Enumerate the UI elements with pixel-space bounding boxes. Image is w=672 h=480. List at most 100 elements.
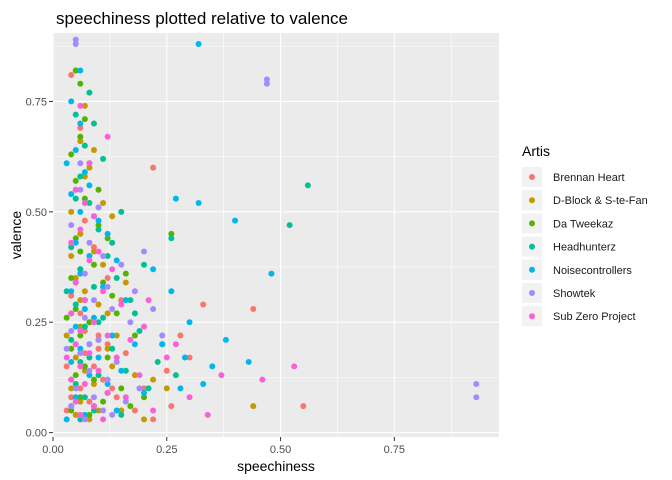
data-point-sub-zero-project [81,297,88,304]
data-point-da-tweekaz [104,235,111,242]
data-point-da-tweekaz [81,363,88,370]
data-point-da-tweekaz [63,314,70,321]
data-point-showtek [127,319,134,326]
data-point-headhunterz [77,266,84,273]
data-point-sub-zero-project [77,328,84,335]
data-point-sub-zero-project [72,341,79,348]
data-point-sub-zero-project [77,411,84,418]
data-point-sub-zero-project [86,160,93,167]
data-point-noisecontrollers [72,323,79,330]
data-point-d-block-s-te-fan [109,213,116,220]
data-point-da-tweekaz [77,332,84,339]
data-point-d-block-s-te-fan [163,385,170,392]
data-point-showtek [95,204,102,211]
data-point-da-tweekaz [72,305,79,312]
data-point-d-block-s-te-fan [72,411,79,418]
data-point-d-block-s-te-fan [104,310,111,317]
data-point-brennan-heart [150,416,157,423]
data-point-d-block-s-te-fan [113,332,120,339]
data-point-da-tweekaz [72,177,79,184]
x-tick-label: 0.25 [156,444,177,456]
legend-label-headhunterz: Headhunterz [553,242,616,254]
data-point-sub-zero-project [68,376,75,383]
data-point-headhunterz [68,244,75,251]
data-point-sub-zero-project [204,411,211,418]
data-point-da-tweekaz [72,235,79,242]
y-axis-title: valence [8,211,24,259]
legend-key-showtek [529,290,535,296]
data-point-noisecontrollers [131,341,138,348]
data-point-brennan-heart [77,124,84,131]
data-point-sub-zero-project [259,376,266,383]
data-point-da-tweekaz [68,151,75,158]
data-point-d-block-s-te-fan [86,164,93,171]
data-point-noisecontrollers [81,305,88,312]
data-point-da-tweekaz [100,398,107,405]
data-point-da-tweekaz [100,279,107,286]
data-point-noisecontrollers [109,332,116,339]
data-point-sub-zero-project [172,341,179,348]
legend-key-d-block-s-te-fan [529,197,535,204]
data-point-sub-zero-project [113,354,120,361]
data-point-noisecontrollers [72,147,79,154]
data-point-brennan-heart [113,394,120,401]
chart-title: speechiness plotted relative to valence [56,9,348,28]
data-point-da-tweekaz [81,195,88,202]
y-tick-label: 0.25 [26,317,47,329]
data-point-showtek [72,41,79,48]
data-point-d-block-s-te-fan [72,275,79,282]
data-point-headhunterz [95,319,102,326]
data-point-noisecontrollers [186,319,193,326]
data-point-da-tweekaz [77,80,84,87]
data-point-noisecontrollers [81,169,88,176]
data-point-noisecontrollers [63,160,70,167]
data-point-headhunterz [118,411,125,418]
data-point-noisecontrollers [72,239,79,246]
data-point-noisecontrollers [77,345,84,352]
data-point-brennan-heart [90,363,97,370]
data-point-sub-zero-project [100,288,107,295]
data-point-headhunterz [77,173,84,180]
data-point-headhunterz [81,323,88,330]
data-point-noisecontrollers [118,367,125,374]
data-point-brennan-heart [90,244,97,251]
data-point-da-tweekaz [104,354,111,361]
data-point-showtek [159,332,166,339]
data-point-sub-zero-project [77,226,84,233]
data-point-noisecontrollers [100,283,107,290]
data-point-d-block-s-te-fan [95,301,102,308]
data-point-d-block-s-te-fan [150,376,157,383]
data-point-headhunterz [104,252,111,259]
data-point-showtek [81,314,88,321]
data-point-headhunterz [113,275,120,282]
data-point-headhunterz [90,283,97,290]
data-point-showtek [104,283,111,290]
data-point-d-block-s-te-fan [77,138,84,145]
data-point-noisecontrollers [95,217,102,224]
data-point-brennan-heart [177,332,184,339]
data-point-headhunterz [127,297,134,304]
data-point-headhunterz [68,336,75,343]
data-point-d-block-s-te-fan [81,173,88,180]
data-point-noisecontrollers [268,270,275,277]
data-point-da-tweekaz [95,186,102,193]
data-point-headhunterz [109,239,116,246]
data-point-noisecontrollers [209,363,216,370]
data-point-noisecontrollers [86,182,93,189]
legend-key-brennan-heart [529,174,535,180]
data-point-brennan-heart [68,71,75,78]
data-point-noisecontrollers [81,411,88,418]
data-point-noisecontrollers [172,195,179,202]
data-point-headhunterz [168,235,175,242]
data-point-noisecontrollers [222,336,229,343]
data-point-d-block-s-te-fan [68,252,75,259]
data-point-brennan-heart [68,292,75,299]
y-tick-label: 0.50 [26,207,47,219]
data-point-headhunterz [141,261,148,268]
data-point-brennan-heart [163,367,170,374]
data-point-noisecontrollers [141,389,148,396]
data-point-noisecontrollers [86,372,93,379]
data-point-headhunterz [131,310,138,317]
data-point-brennan-heart [131,407,138,414]
data-point-showtek [72,385,79,392]
